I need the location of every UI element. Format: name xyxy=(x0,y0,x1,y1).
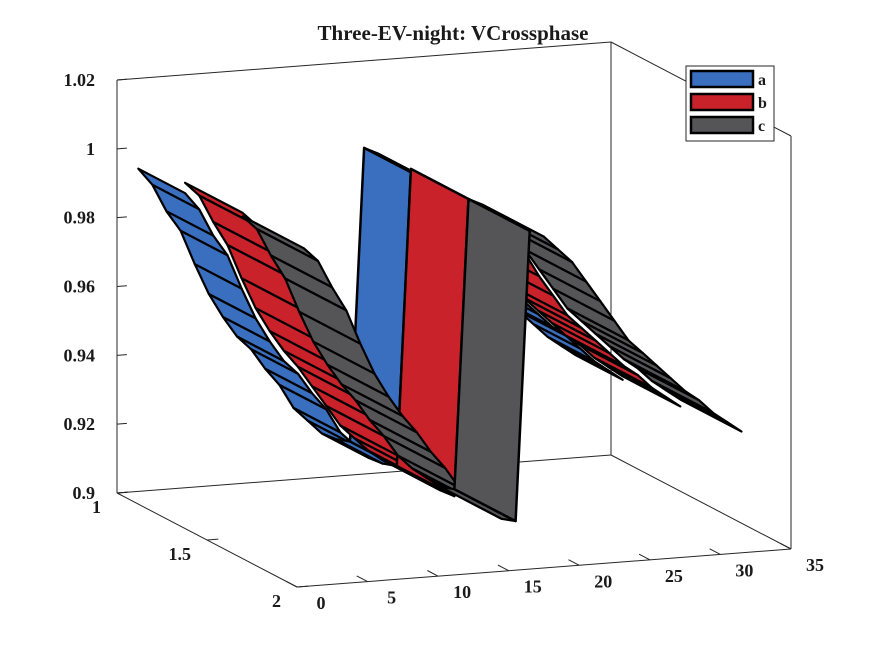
x-tick-mark xyxy=(285,580,298,588)
axes-front xyxy=(116,78,792,588)
y-tick-label: 1.5 xyxy=(169,544,192,564)
z-tick-label: 1.02 xyxy=(64,70,96,90)
legend-label-b: b xyxy=(758,95,767,112)
x-tick-mark xyxy=(427,570,439,577)
z-tick-mark xyxy=(116,354,127,356)
z-tick-label: 0.96 xyxy=(64,277,96,297)
z-tick-mark xyxy=(116,491,127,494)
x-tick-label: 0 xyxy=(317,593,326,613)
chart-title: Three-EV-night: VCrossphase xyxy=(318,21,589,45)
y-tick-label: 2 xyxy=(272,591,281,611)
x-tick-label: 5 xyxy=(387,588,396,608)
axis-box-edge xyxy=(116,41,612,81)
z-tick-mark xyxy=(116,147,127,150)
z-tick-mark xyxy=(116,422,127,425)
x-tick-mark xyxy=(497,564,509,572)
y-tick-label: 1 xyxy=(92,497,101,517)
x-tick-mark xyxy=(779,542,792,550)
x-tick-mark xyxy=(568,559,580,566)
x-tick-label: 20 xyxy=(594,571,612,591)
x-tick-mark xyxy=(638,553,651,561)
x-tick-label: 35 xyxy=(806,555,824,575)
z-tick-label: 1 xyxy=(86,139,95,159)
surface-patch-c xyxy=(664,389,743,433)
legend-swatch-b xyxy=(689,92,755,112)
legend: abc xyxy=(685,65,775,142)
surface-patch-b xyxy=(607,366,682,408)
surface-wall-c xyxy=(453,197,531,523)
x-axis-line xyxy=(296,548,792,588)
x-tick-label: 30 xyxy=(735,560,753,580)
x-tick-label: 15 xyxy=(524,577,542,597)
x-tick-label: 10 xyxy=(453,582,471,602)
x-tick-label: 25 xyxy=(665,566,683,586)
axis-box-edge xyxy=(116,454,612,494)
y-tick-mark xyxy=(206,538,219,541)
z-tick-label: 0.98 xyxy=(64,208,96,228)
z-tick-mark xyxy=(116,285,127,287)
legend-swatch-c xyxy=(689,115,755,135)
x-tick-mark xyxy=(356,575,368,583)
axis-box-edge xyxy=(610,454,792,550)
legend-swatch-a xyxy=(689,69,755,89)
z-tick-label: 0.94 xyxy=(64,345,96,365)
z-tick-mark xyxy=(116,216,127,219)
legend-label-c: c xyxy=(758,118,765,135)
plot-area xyxy=(137,146,743,523)
surface-patch-a xyxy=(560,345,624,381)
z-tick-mark xyxy=(116,78,127,81)
y-tick-mark xyxy=(296,585,309,588)
tick-labels: 0 5 10 15 20 25 30 35 1 1.5 2 0.9 0.92 0.94 0.96 0.98 1 1… xyxy=(64,70,825,613)
z-tick-label: 0.9 xyxy=(73,483,96,503)
z-tick-label: 0.92 xyxy=(64,414,96,434)
legend-label-a: a xyxy=(758,72,766,89)
x-tick-mark xyxy=(709,548,721,555)
